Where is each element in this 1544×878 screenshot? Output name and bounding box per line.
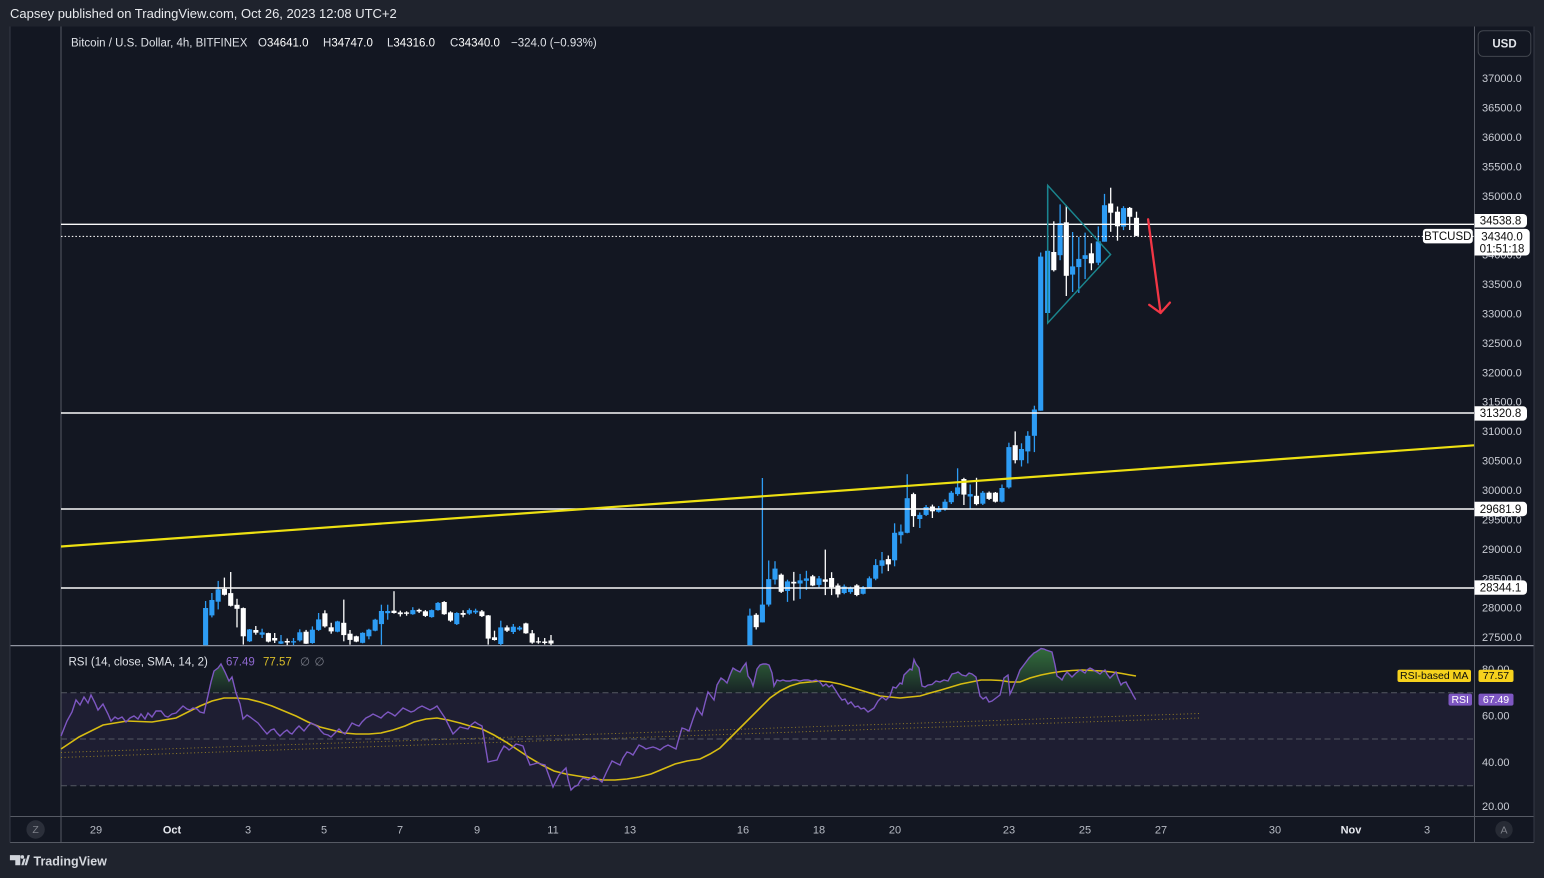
svg-text:16: 16 [737, 825, 749, 837]
svg-text:USD: USD [1492, 39, 1516, 51]
svg-text:29000.0: 29000.0 [1482, 544, 1522, 556]
svg-text:35500.0: 35500.0 [1482, 161, 1522, 173]
svg-text:9: 9 [474, 825, 480, 837]
svg-text:34538.8: 34538.8 [1480, 216, 1522, 228]
svg-text:20.00: 20.00 [1482, 801, 1510, 813]
svg-text:BTCUSD: BTCUSD [1424, 231, 1471, 243]
svg-text:13: 13 [624, 825, 636, 837]
svg-text:27: 27 [1155, 825, 1167, 837]
svg-text:37000.0: 37000.0 [1482, 73, 1522, 85]
svg-text:29500.0: 29500.0 [1482, 514, 1522, 526]
svg-text:36500.0: 36500.0 [1482, 103, 1522, 115]
svg-text:40.00: 40.00 [1482, 757, 1510, 769]
svg-text:32500.0: 32500.0 [1482, 338, 1522, 350]
svg-text:28344.1: 28344.1 [1480, 582, 1522, 594]
svg-text:25: 25 [1079, 825, 1091, 837]
svg-text:27500.0: 27500.0 [1482, 632, 1522, 644]
svg-text:RSI-based MA: RSI-based MA [1400, 670, 1468, 682]
svg-text:3: 3 [245, 825, 251, 837]
svg-text:Capsey published on TradingVie: Capsey published on TradingView.com, Oct… [10, 6, 397, 21]
svg-text:36000.0: 36000.0 [1482, 132, 1522, 144]
svg-text:Nov: Nov [1341, 825, 1363, 837]
svg-text:RSI (14, close, SMA, 14, 2)67.: RSI (14, close, SMA, 14, 2) 67.49 77.57 ∅ ∅ [69, 657, 325, 669]
svg-text:77.57: 77.57 [1483, 670, 1509, 682]
svg-text:Z: Z [32, 824, 39, 836]
svg-text:5: 5 [321, 825, 327, 837]
svg-text:30000.0: 30000.0 [1482, 485, 1522, 497]
svg-text:Oct: Oct [163, 825, 182, 837]
svg-text:30500.0: 30500.0 [1482, 456, 1522, 468]
svg-text:28000.0: 28000.0 [1482, 603, 1522, 615]
svg-text:33000.0: 33000.0 [1482, 308, 1522, 320]
svg-text:29: 29 [90, 825, 102, 837]
svg-text:67.49: 67.49 [1483, 694, 1509, 706]
svg-text:33500.0: 33500.0 [1482, 279, 1522, 291]
svg-text:20: 20 [889, 825, 901, 837]
svg-text:31320.8: 31320.8 [1480, 408, 1522, 420]
svg-text:18: 18 [813, 825, 825, 837]
svg-text:A: A [1500, 824, 1507, 836]
svg-text:Bitcoin / U.S. Dollar, 4h, BIT: Bitcoin / U.S. Dollar, 4h, BITFINEX O3464… [71, 38, 597, 50]
svg-text:31500.0: 31500.0 [1482, 397, 1522, 409]
svg-text:35000.0: 35000.0 [1482, 191, 1522, 203]
svg-text:30: 30 [1269, 825, 1281, 837]
svg-text:11: 11 [547, 825, 558, 837]
svg-text:TradingView: TradingView [34, 854, 108, 868]
svg-text:7: 7 [397, 825, 403, 837]
svg-text:60.00: 60.00 [1482, 711, 1510, 723]
svg-text:34340.0: 34340.0 [1481, 231, 1523, 243]
svg-text:RSI: RSI [1451, 694, 1469, 706]
svg-text:29681.9: 29681.9 [1480, 504, 1522, 516]
svg-text:32000.0: 32000.0 [1482, 367, 1522, 379]
svg-text:23: 23 [1003, 825, 1015, 837]
svg-text:01:51:18: 01:51:18 [1480, 244, 1525, 256]
svg-text:31000.0: 31000.0 [1482, 426, 1522, 438]
svg-text:3: 3 [1424, 825, 1430, 837]
